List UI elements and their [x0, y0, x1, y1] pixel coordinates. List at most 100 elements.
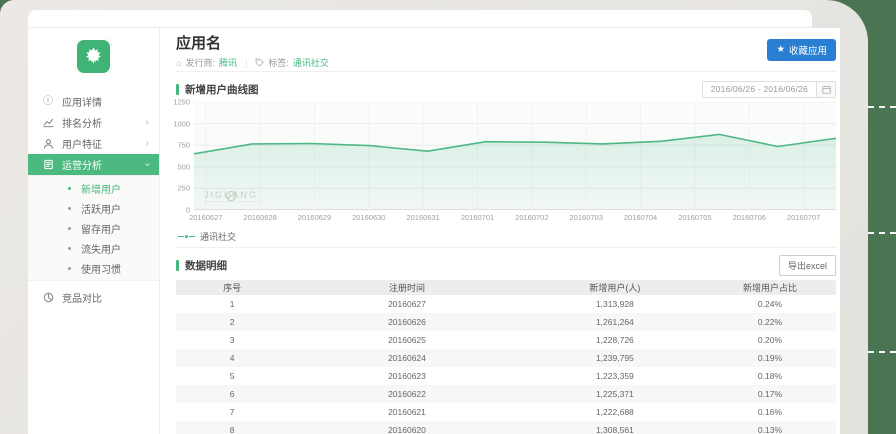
- x-tick-label: 20160702: [515, 213, 549, 222]
- section-accent-bar: [176, 259, 179, 271]
- table-column-header: 序号: [223, 283, 242, 293]
- table-cell: 0.19%: [757, 353, 783, 363]
- sidebar-item-label: 运营分析: [62, 161, 102, 172]
- export-excel-button[interactable]: 导出excel: [778, 254, 836, 276]
- sidebar-subitem-活跃用户[interactable]: 活跃用户: [28, 198, 159, 218]
- table-cell: 1: [229, 299, 235, 309]
- sidebar-item-label: 竞品对比: [62, 294, 102, 305]
- sidebar-item-operations-analysis[interactable]: 运营分析 ›: [28, 154, 159, 175]
- table-section-title-wrap: 数据明细: [176, 258, 779, 273]
- table-header-row: 序号 注册时间 新增用户(人) 新增用户占比: [176, 280, 836, 295]
- table-section-header: 数据明细 导出excel: [176, 254, 836, 276]
- bullet-icon: [68, 206, 71, 210]
- sidebar-item-competitor-compare[interactable]: 竞品对比: [28, 287, 159, 308]
- tag-icon: [255, 58, 265, 67]
- date-range-value: 2016/06/26 - 2016/06/26: [710, 84, 808, 94]
- chevron-down-icon: ›: [141, 162, 153, 167]
- table-cell: 1,222,688: [595, 407, 634, 417]
- favorite-app-button[interactable]: ★ 收藏应用: [767, 38, 836, 61]
- bullet-icon: [68, 266, 71, 270]
- maple-leaf-icon: [86, 47, 101, 65]
- chart-section-header: 新增用户曲线图 2016/06/26 - 2016/06/26: [176, 80, 836, 98]
- chart-y-axis: 0 250 500 750 1000 1250: [173, 98, 194, 215]
- table-cell: 1,225,371: [595, 389, 634, 399]
- sidebar-subitem-留存用户[interactable]: 留存用户: [28, 218, 159, 238]
- decorative-dash: [868, 351, 896, 353]
- x-tick-label: 20160701: [460, 213, 495, 222]
- chart-legend[interactable]: 通讯社交: [176, 229, 836, 243]
- table-cell: 20160620: [388, 425, 426, 434]
- sidebar-menu: ⓘ 应用详情 排名分析 › 用户特征 ›: [28, 91, 159, 308]
- x-tick-label: 20160630: [352, 213, 386, 222]
- x-tick-label: 20160705: [678, 213, 712, 222]
- bullet-icon: [68, 186, 71, 190]
- publisher-icon: ⌂: [176, 57, 182, 68]
- section-accent-bar: [176, 83, 179, 95]
- app-logo[interactable]: [75, 38, 112, 75]
- table-row[interactable]: 4 20160624 1,239,795 0.19%: [176, 349, 836, 367]
- sidebar-item-user-profile[interactable]: 用户特征 ›: [28, 133, 159, 154]
- y-tick-label: 1250: [173, 97, 190, 107]
- sidebar-subitem-流失用户[interactable]: 流失用户: [28, 238, 159, 258]
- x-tick-label: 20160703: [569, 213, 603, 222]
- meta-separator: |: [244, 57, 248, 68]
- table-row[interactable]: 6 20160622 1,225,371 0.17%: [176, 385, 836, 403]
- info-icon: ⓘ: [43, 95, 53, 107]
- chart-section-title: 新增用户曲线图: [185, 83, 259, 96]
- page-header: 应用名 ⌂ 发行商: 腾讯 | 标签: 通讯社交 ★: [176, 28, 836, 72]
- x-tick-label: 20160706: [732, 213, 766, 222]
- table-column-header: 注册时间: [388, 283, 425, 293]
- table-row[interactable]: 3 20160625 1,228,726 0.20%: [176, 331, 836, 349]
- section-divider: [176, 247, 836, 248]
- table-row[interactable]: 1 20160627 1,313,928 0.24%: [176, 295, 836, 313]
- subitem-label: 留存用户: [81, 224, 121, 236]
- app-window: ⓘ 应用详情 排名分析 › 用户特征 ›: [28, 28, 840, 434]
- chevron-right-icon: ›: [145, 117, 149, 128]
- table-body: 1 20160627 1,313,928 0.24% 2 20160626 1,261,26…: [176, 295, 836, 434]
- x-tick-label: 20160704: [623, 213, 658, 222]
- star-icon: ★: [776, 44, 785, 55]
- decorative-dash: [868, 106, 896, 108]
- sidebar-subitem-使用习惯[interactable]: 使用习惯: [28, 258, 159, 278]
- date-range-picker[interactable]: 2016/06/26 - 2016/06/26: [701, 80, 836, 98]
- chart-x-axis: 20160627 20160628 20160629 20160630 20160631…: [176, 210, 836, 223]
- table-cell: 0.20%: [757, 335, 783, 345]
- chart-plot-area[interactable]: JIGUANG: [194, 102, 836, 210]
- table-cell: 1,239,795: [595, 353, 634, 363]
- sidebar: ⓘ 应用详情 排名分析 › 用户特征 ›: [28, 28, 160, 434]
- tag-link[interactable]: 通讯社交: [292, 58, 329, 68]
- sidebar-subitem-新增用户[interactable]: 新增用户: [28, 178, 159, 198]
- watermark-text: JIGUANG: [204, 190, 259, 202]
- x-tick-label: 20160629: [297, 213, 332, 222]
- rank-chart-icon: [42, 117, 54, 129]
- table-cell: 0.17%: [757, 389, 783, 399]
- table-cell: 20160624: [388, 353, 426, 363]
- y-tick-label: 0: [185, 205, 190, 215]
- y-tick-label: 1000: [173, 119, 190, 129]
- table-cell: 20160625: [388, 335, 426, 345]
- table-cell: 1,313,928: [595, 299, 634, 309]
- table-row[interactable]: 7 20160621 1,222,688 0.16%: [176, 403, 836, 421]
- table-cell: 0.16%: [757, 407, 783, 417]
- table-cell: 20160622: [388, 389, 426, 399]
- sidebar-item-label: 应用详情: [62, 98, 102, 109]
- sidebar-item-ranking-analysis[interactable]: 排名分析 ›: [28, 112, 159, 133]
- main-content: 应用名 ⌂ 发行商: 腾讯 | 标签: 通讯社交 ★: [160, 28, 840, 434]
- table-row[interactable]: 5 20160623 1,223,359 0.18%: [176, 367, 836, 385]
- table-cell: 20160626: [388, 317, 426, 327]
- table-row[interactable]: 8 20160620 1,308,561 0.13%: [176, 421, 836, 434]
- table-cell: 0.18%: [757, 371, 783, 381]
- table-cell: 5: [229, 371, 235, 381]
- watermark: JIGUANG: [204, 190, 259, 202]
- sidebar-item-app-details[interactable]: ⓘ 应用详情: [28, 91, 159, 112]
- jiguang-logo-icon: [225, 190, 237, 202]
- chevron-right-icon: ›: [145, 138, 149, 149]
- table-cell: 2: [229, 317, 235, 327]
- table-row[interactable]: 2 20160626 1,261,264 0.22%: [176, 313, 836, 331]
- table-section-title: 数据明细: [185, 259, 227, 272]
- data-table: 序号 注册时间 新增用户(人) 新增用户占比 1 20160627 1,313,928 0.…: [176, 280, 836, 434]
- y-tick-label: 500: [177, 162, 190, 172]
- browser-top-bar: [28, 10, 812, 28]
- publisher-link[interactable]: 腾讯: [218, 58, 237, 68]
- table-cell: 1,228,726: [595, 335, 634, 345]
